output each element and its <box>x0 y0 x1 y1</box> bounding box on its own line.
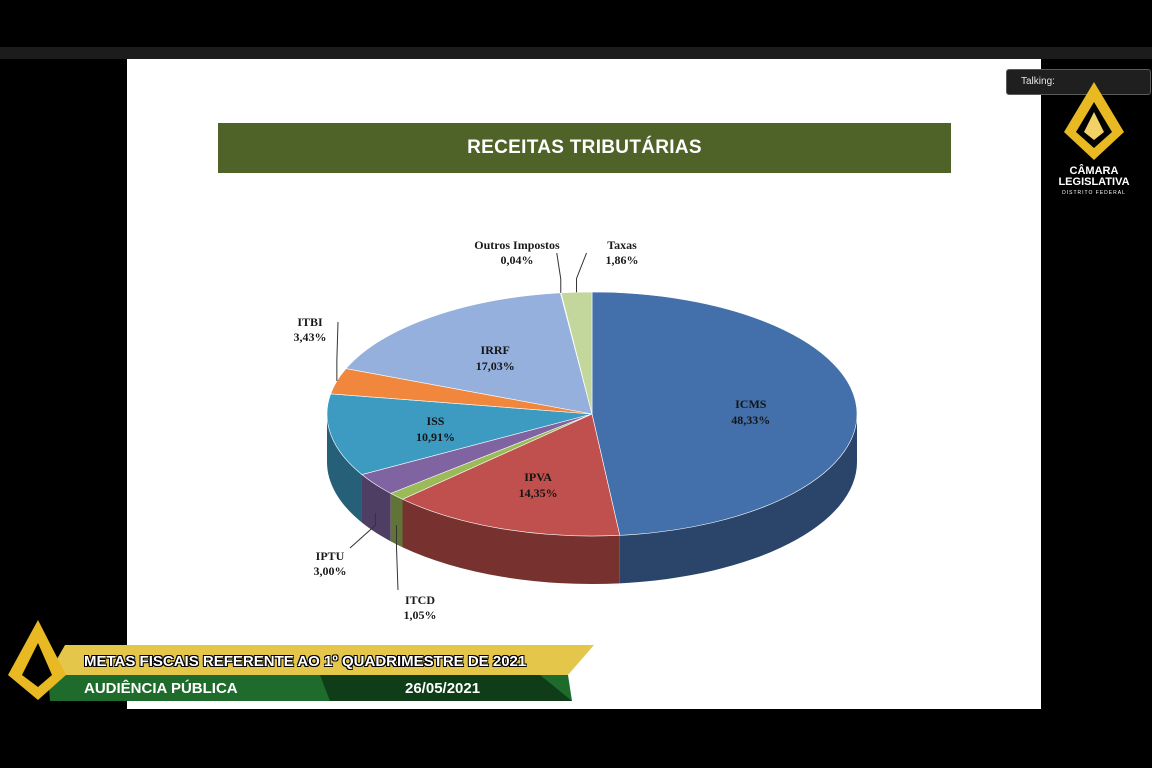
lower-third-banner <box>8 620 594 701</box>
leader-line-outros-impostos <box>556 252 562 293</box>
label-value-ipva: 14,35% <box>519 486 558 500</box>
label-value-iss: 10,91% <box>416 430 455 444</box>
label-name-iptu: IPTU <box>316 549 345 563</box>
label-name-outros-impostos: Outros Impostos <box>474 238 560 252</box>
pie-side-itcd <box>390 493 403 548</box>
logo-name-line2: LEGISLATIVA <box>1058 176 1130 188</box>
label-value-itbi: 3,43% <box>294 330 327 344</box>
label-value-itcd: 1,05% <box>404 608 437 622</box>
label-name-ipva: IPVA <box>524 470 552 484</box>
label-name-iss: ISS <box>426 414 444 428</box>
pie-side-icms <box>619 414 857 584</box>
window-top-strip <box>0 47 1152 59</box>
pie-slice-iss <box>326 393 593 475</box>
pie-side-ipva <box>402 499 620 584</box>
leader-line-itcd <box>396 525 399 591</box>
talking-indicator: Talking: <box>1006 69 1151 95</box>
label-name-taxas: Taxas <box>607 238 637 252</box>
camara-logo-icon <box>1064 82 1124 160</box>
slide-title-bar: RECEITAS TRIBUTÁRIAS <box>218 123 951 173</box>
slide-title: RECEITAS TRIBUTÁRIAS <box>467 137 702 158</box>
label-value-irrf: 17,03% <box>476 359 515 373</box>
pie-slice-irrf <box>345 292 593 415</box>
pie-slice-icms <box>591 291 858 536</box>
leader-line-iptu <box>349 513 376 549</box>
banner-subtitle: AUDIÊNCIA PÚBLICA <box>84 680 238 697</box>
banner-title: METAS FISCAIS REFERENTE AO 1º QUADRIMEST… <box>84 653 527 670</box>
label-name-itbi: ITBI <box>297 315 323 329</box>
leader-line-taxas <box>576 252 587 293</box>
label-value-iptu: 3,00% <box>314 564 347 578</box>
label-value-icms: 48,33% <box>731 413 770 427</box>
label-name-icms: ICMS <box>735 397 767 411</box>
label-name-irrf: IRRF <box>481 343 510 357</box>
talking-label: Talking: <box>1021 76 1055 87</box>
logo-name: CÂMARA LEGISLATIVA <box>1048 166 1140 188</box>
logo-subtitle: DISTRITO FEDERAL <box>1062 190 1126 196</box>
label-name-itcd: ITCD <box>405 593 435 607</box>
leader-line-itbi <box>336 321 339 382</box>
pie-side-iss <box>327 414 362 523</box>
label-value-taxas: 1,86% <box>606 253 639 267</box>
logo-name-line1: CÂMARA <box>1069 165 1119 177</box>
pie-side-iptu <box>361 474 391 542</box>
pie-slice-ipva <box>401 413 621 537</box>
banner-date: 26/05/2021 <box>405 680 481 697</box>
label-value-outros-impostos: 0,04% <box>501 253 534 267</box>
